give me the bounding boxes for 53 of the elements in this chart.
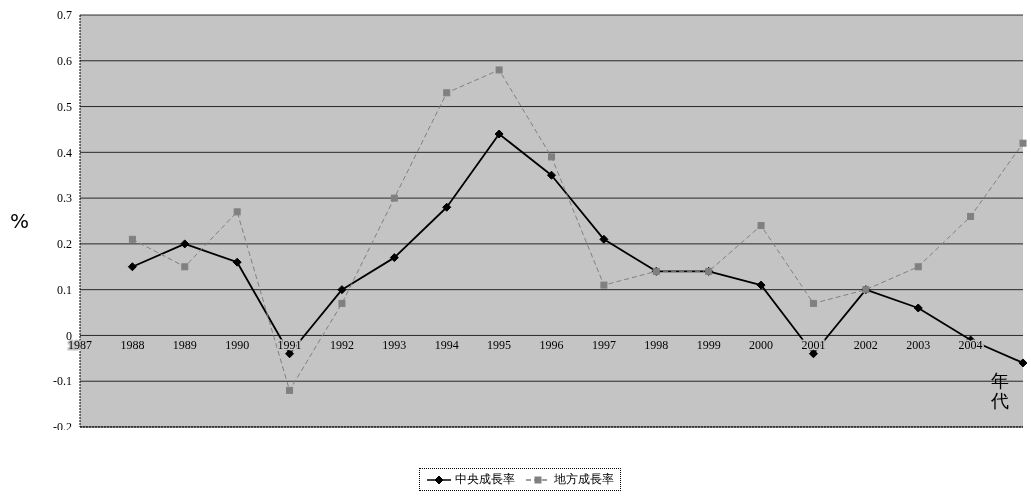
point: [1018, 358, 1027, 368]
point: [337, 285, 347, 295]
y-tick-label: 0.2: [57, 237, 72, 252]
x-tick-label: 1989: [172, 338, 197, 353]
y-tick-label: 0.6: [57, 54, 72, 69]
point: [232, 257, 242, 267]
point: [442, 202, 452, 212]
point: [494, 129, 504, 139]
x-tick-label: 2000: [749, 338, 774, 353]
point: [547, 170, 556, 180]
point: [128, 235, 136, 243]
point: [548, 153, 555, 161]
point: [913, 303, 923, 313]
point: [809, 299, 817, 307]
point: [338, 299, 346, 307]
x-tick-label: 1996: [539, 338, 564, 353]
x-tick-label: 1995: [487, 338, 512, 353]
y-tick-label: 0.3: [57, 191, 72, 206]
y-tick-label: 0.4: [57, 145, 72, 160]
x-tick-label: 1992: [329, 338, 354, 353]
point: [180, 239, 190, 249]
x-tick-label: 2004: [958, 338, 983, 353]
y-tick-label: 0.1: [57, 282, 72, 297]
x-tick-label: 1990: [225, 338, 250, 353]
y-tick-label: 0.5: [57, 99, 72, 114]
legend-label: 地方成長率: [553, 471, 614, 488]
x-tick-label: 2003: [906, 338, 931, 353]
x-tick-label: 1993: [382, 338, 407, 353]
point: [233, 208, 241, 216]
point: [390, 194, 398, 202]
y-axis-title: %: [10, 209, 30, 233]
point: [914, 263, 922, 271]
y-tick-label: -0.1: [53, 374, 72, 389]
x-tick-label: 1994: [434, 338, 459, 353]
point: [1019, 139, 1027, 147]
point: [967, 212, 975, 220]
x-tick-label: 1988: [120, 338, 145, 353]
x-tick-label: 2002: [853, 338, 878, 353]
point: [600, 281, 608, 289]
point: [127, 262, 137, 272]
x-tick-label: 1998: [644, 338, 669, 353]
point: [286, 386, 294, 394]
point: [756, 280, 766, 290]
y-tick-label: 0.7: [57, 8, 72, 23]
point: [757, 222, 765, 230]
point: [495, 66, 503, 74]
x-tick-label: 1997: [591, 338, 616, 353]
point: [599, 234, 609, 244]
point: [389, 253, 399, 263]
legend-label: 中央成長率: [454, 471, 515, 488]
point: [443, 89, 451, 97]
x-tick-label: 1999: [696, 338, 721, 353]
point: [181, 263, 189, 271]
